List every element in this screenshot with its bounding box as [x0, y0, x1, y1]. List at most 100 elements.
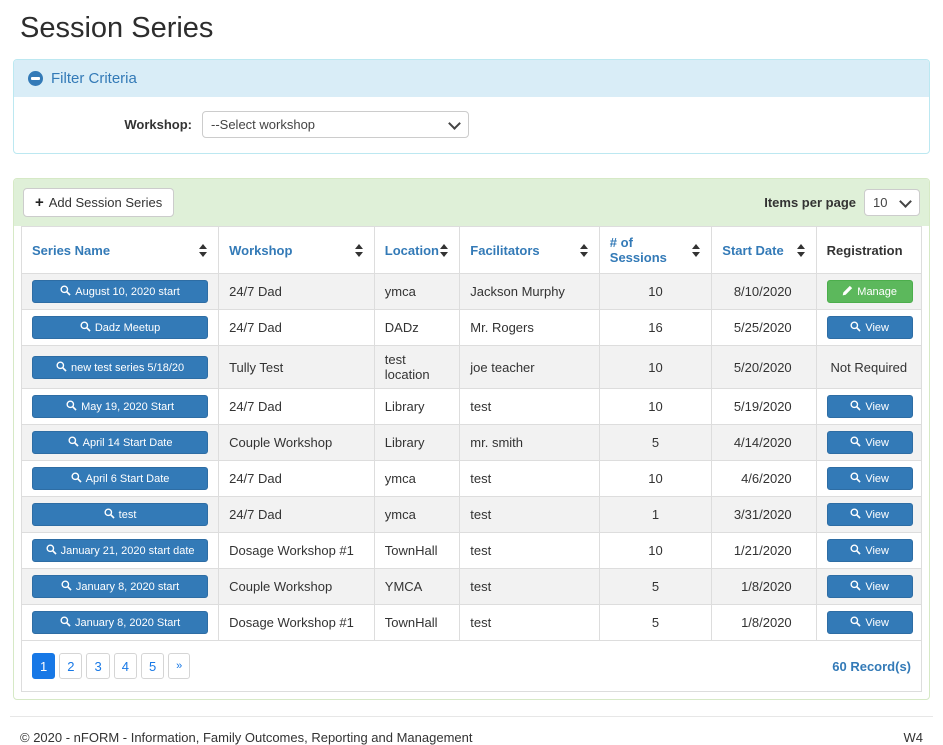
table-row: January 8, 2020 Start Dosage Workshop #1 T…	[20, 604, 923, 641]
series-name-button[interactable]: test	[32, 503, 209, 526]
workshop-cell: 24/7 Dad	[218, 388, 375, 425]
facilitators-cell: mr. smith	[459, 424, 600, 461]
series-name-cell: May 19, 2020 Start	[20, 388, 220, 425]
workshop-cell: 24/7 Dad	[218, 496, 375, 533]
series-name-button[interactable]: April 14 Start Date	[32, 431, 209, 454]
footer-workstation: W4	[903, 730, 924, 745]
start-date-cell: 5/25/2020	[711, 309, 817, 346]
column-header-location[interactable]: Location	[373, 226, 461, 274]
location-cell: Library	[373, 424, 461, 461]
view-button[interactable]: View	[826, 395, 913, 418]
search-icon	[66, 400, 77, 411]
table-row: April 6 Start Date 24/7 Dad ymca test 10 4/6/…	[20, 460, 923, 497]
filter-criteria-header[interactable]: Filter Criteria	[14, 60, 929, 97]
start-date-cell: 4/6/2020	[711, 460, 817, 497]
workshop-cell: Couple Workshop	[218, 424, 375, 461]
start-date-cell: 1/8/2020	[711, 604, 817, 641]
view-button[interactable]: View	[826, 431, 913, 454]
items-per-page-select-wrap: 10	[864, 189, 920, 216]
series-name-button[interactable]: August 10, 2020 start	[32, 280, 209, 303]
column-header-series-name[interactable]: Series Name	[20, 226, 220, 274]
series-name-button[interactable]: April 6 Start Date	[32, 467, 209, 490]
view-button[interactable]: View	[826, 316, 913, 339]
sort-icon	[199, 243, 208, 257]
view-button[interactable]: View	[826, 503, 913, 526]
column-header-workshop[interactable]: Workshop	[218, 226, 375, 274]
table-row: May 19, 2020 Start 24/7 Dad Library test 10 5…	[20, 388, 923, 425]
series-name-cell: January 21, 2020 start date	[20, 532, 220, 569]
table-body: August 10, 2020 start 24/7 Dad ymca Jackson…	[20, 273, 923, 641]
registration-cell: View	[815, 460, 923, 497]
view-button[interactable]: View	[826, 467, 913, 490]
filter-criteria-title: Filter Criteria	[51, 70, 137, 87]
series-name-button[interactable]: January 8, 2020 start	[32, 575, 209, 598]
view-button[interactable]: View	[826, 611, 913, 634]
series-name-button[interactable]: May 19, 2020 Start	[32, 395, 209, 418]
facilitators-cell: test	[459, 604, 600, 641]
registration-cell: Manage	[815, 273, 923, 310]
registration-cell: Not Required	[815, 345, 923, 389]
pagination-bar: 1 2 3 4 5» 60 Record(s)	[21, 641, 922, 692]
record-count: 60 Record(s)	[832, 658, 911, 674]
table-row: test 24/7 Dad ymca test 1 3/31/2020 View	[20, 496, 923, 533]
workshop-select-wrap: --Select workshop	[202, 111, 469, 138]
items-per-page-select[interactable]: 10	[864, 189, 920, 216]
start-date-cell: 5/19/2020	[711, 388, 817, 425]
location-cell: DADz	[373, 309, 461, 346]
page-button-1[interactable]: 1	[32, 653, 56, 679]
sessions-cell: 10	[598, 345, 713, 389]
items-per-page-label: Items per page	[764, 195, 856, 210]
page-button-2[interactable]: 2	[59, 653, 83, 679]
page-button-4[interactable]: 4	[113, 653, 137, 679]
series-name-button[interactable]: January 8, 2020 Start	[32, 611, 209, 634]
series-name-button[interactable]: Dadz Meetup	[32, 316, 209, 339]
column-label: Series Name	[32, 242, 111, 258]
next-page-button[interactable]: »	[168, 653, 191, 679]
facilitators-cell: test	[459, 496, 600, 533]
table-row: Dadz Meetup 24/7 Dad DADz Mr. Rogers 16 5/25/…	[20, 309, 923, 346]
workshop-select[interactable]: --Select workshop	[202, 111, 469, 138]
registration-cell: View	[815, 532, 923, 569]
sessions-cell: 16	[598, 309, 713, 346]
sessions-cell: 10	[598, 273, 713, 310]
series-name-cell: April 14 Start Date	[20, 424, 220, 461]
column-header-facilitators[interactable]: Facilitators	[459, 226, 600, 274]
column-header-start-date[interactable]: Start Date	[711, 226, 817, 274]
page-title: Session Series	[20, 12, 214, 44]
add-session-series-button[interactable]: + Add Session Series	[23, 188, 175, 217]
table-row: January 21, 2020 start date Dosage Worksh…	[20, 532, 923, 569]
main-content: Session Series Filter Criteria Workshop:…	[0, 12, 943, 700]
registration-cell: View	[815, 604, 923, 641]
workshop-cell: Dosage Workshop #1	[218, 532, 375, 569]
search-icon	[71, 472, 82, 483]
location-cell: ymca	[373, 460, 461, 497]
registration-cell: View	[815, 309, 923, 346]
collapse-minus-icon[interactable]	[28, 71, 43, 86]
start-date-cell: 5/20/2020	[711, 345, 817, 389]
facilitators-cell: test	[459, 388, 600, 425]
registration-status: Not Required	[830, 359, 908, 375]
filter-criteria-body: Workshop: --Select workshop	[14, 97, 929, 153]
column-header-of-sessions[interactable]: # of Sessions	[598, 226, 713, 274]
sort-icon	[354, 243, 364, 257]
search-icon	[850, 400, 861, 411]
view-button[interactable]: View	[826, 575, 913, 598]
manage-button[interactable]: Manage	[826, 280, 913, 303]
page-button-3[interactable]: 3	[86, 653, 110, 679]
registration-cell: View	[815, 568, 923, 605]
start-date-cell: 4/14/2020	[711, 424, 817, 461]
registration-cell: View	[815, 388, 923, 425]
table-row: April 14 Start Date Couple Workshop Librar…	[20, 424, 923, 461]
sessions-cell: 5	[598, 604, 713, 641]
table-toolbar: + Add Session Series Items per page 10	[14, 179, 929, 226]
site-footer: © 2020 - nFORM - Information, Family Out…	[10, 716, 933, 745]
facilitators-cell: test	[459, 460, 600, 497]
series-name-button[interactable]: new test series 5/18/20	[32, 355, 209, 379]
series-name-cell: Dadz Meetup	[20, 309, 220, 346]
page-button-5[interactable]: 5	[140, 653, 165, 679]
view-button[interactable]: View	[826, 539, 913, 562]
sort-icon	[796, 243, 806, 257]
workshop-cell: Dosage Workshop #1	[218, 604, 375, 641]
series-name-button[interactable]: January 21, 2020 start date	[32, 539, 209, 562]
sessions-cell: 1	[598, 496, 713, 533]
